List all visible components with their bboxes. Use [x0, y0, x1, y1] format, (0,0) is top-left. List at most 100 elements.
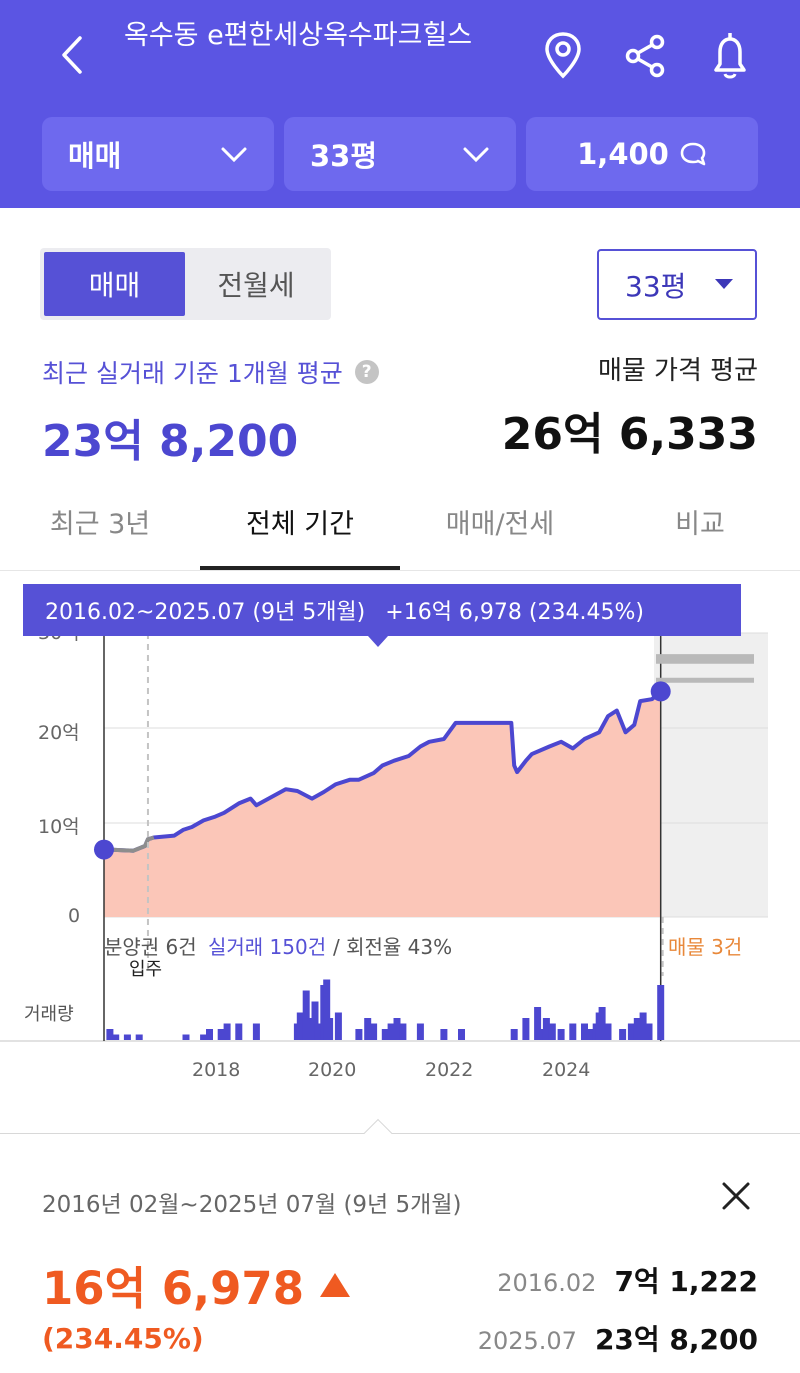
move-in-label: 입주	[129, 959, 163, 980]
period-tooltip: 2016.02~2025.07 (9년 5개월) +16억 6,978 (234…	[23, 584, 741, 636]
volume-bar	[542, 1018, 550, 1040]
app-header: 옥수동 e편한세상옥수파크힐스 매매 33평 1,400	[0, 0, 800, 208]
actual-trade-count: 실거래 150건	[208, 935, 327, 959]
y-tick-label: 10억	[38, 816, 80, 838]
start-date: 2016.02	[497, 1269, 597, 1297]
size-label: 33평	[310, 139, 378, 173]
tab-compare[interactable]: 비교	[675, 509, 725, 540]
volume-bar	[112, 1034, 120, 1040]
detail-period: 2016년 02월~2025년 07월 (9년 5개월)	[42, 1192, 462, 1218]
price-chart[interactable]	[0, 571, 800, 1101]
volume-bar	[223, 1023, 231, 1040]
x-tick-label: 2020	[308, 1059, 357, 1081]
back-icon[interactable]	[52, 30, 92, 80]
chat-bubble-icon	[680, 142, 706, 166]
page-title: 옥수동 e편한세상옥수파크힐스	[124, 20, 473, 51]
divider-pointer	[363, 1118, 393, 1148]
recent-average-label: 최근 실거래 기준 1개월 평균	[42, 359, 343, 388]
size-dropdown[interactable]: 33평	[284, 117, 516, 191]
y-tick-label: 20억	[38, 722, 80, 744]
volume-bar	[311, 1001, 319, 1040]
size-select[interactable]: 33평	[597, 249, 757, 320]
x-tick-label: 2018	[192, 1059, 241, 1081]
volume-bar	[548, 1023, 556, 1040]
section-divider	[0, 1133, 800, 1134]
trade-type-dropdown[interactable]: 매매	[42, 117, 274, 191]
volume-bar	[252, 1023, 260, 1040]
tab-sale-jeonse[interactable]: 매매/전세	[445, 509, 555, 540]
volume-bar	[217, 1029, 225, 1040]
start-price: 7억 1,222	[614, 1265, 758, 1298]
trade-toggle: 매매 전월세	[40, 248, 331, 320]
volume-bar	[586, 1029, 594, 1040]
tab-recent-3y[interactable]: 최근 3년	[49, 509, 151, 540]
end-point	[650, 681, 671, 702]
recent-average-label-row: 최근 실거래 기준 1개월 평균 ?	[42, 354, 379, 390]
volume-bar	[106, 1029, 114, 1040]
recent-average-value: 23억 8,200	[42, 416, 299, 467]
volume-bar	[569, 1023, 577, 1040]
tab-divider	[0, 570, 800, 571]
x-tick-label: 2024	[542, 1059, 591, 1081]
volume-bar	[627, 1023, 635, 1040]
volume-bar	[581, 1023, 588, 1040]
turnover-rate: / 회전율 43%	[333, 935, 453, 959]
volume-bar	[619, 1029, 627, 1040]
tooltip-period: 2016.02~2025.07 (9년 5개월)	[45, 600, 366, 625]
listings-zone	[654, 633, 768, 917]
volume-bar	[534, 1007, 542, 1040]
volume-bar	[326, 1018, 334, 1040]
volume-bar	[510, 1029, 518, 1040]
presale-line	[109, 835, 155, 853]
location-icon[interactable]	[539, 28, 587, 84]
volume-bar	[334, 1012, 342, 1040]
volume-bar	[135, 1034, 143, 1040]
volume-bar	[440, 1029, 448, 1040]
volume-bar	[645, 1023, 653, 1040]
volume-bar	[657, 985, 665, 1040]
comments-button[interactable]: 1,400	[526, 117, 758, 191]
volume-bar	[235, 1023, 243, 1040]
start-price-row: 2016.02 7억 1,222	[497, 1260, 758, 1300]
x-tick-label: 2022	[425, 1059, 474, 1081]
chevron-down-icon	[221, 147, 247, 163]
volume-bar	[604, 1023, 612, 1040]
active-tab-indicator	[200, 566, 400, 570]
bell-icon[interactable]	[706, 28, 754, 84]
volume-bar	[416, 1023, 424, 1040]
tab-all-period[interactable]: 전체 기간	[246, 509, 354, 540]
chart-marks	[94, 633, 754, 1041]
toggle-sale[interactable]: 매매	[44, 252, 185, 316]
volume-bar	[314, 1023, 322, 1040]
volume-bar	[182, 1034, 190, 1040]
detail-change-percent: (234.45%)	[42, 1322, 204, 1355]
listings-count: 매물 3건	[668, 935, 743, 959]
detail-change: 16억 6,978	[42, 1252, 351, 1317]
price-area	[104, 691, 661, 917]
volume-bar	[633, 1018, 641, 1040]
share-icon[interactable]	[621, 28, 669, 84]
end-price: 23억 8,200	[594, 1323, 758, 1356]
comments-count: 1,400	[577, 137, 669, 171]
volume-bar	[381, 1029, 389, 1040]
volume-bar	[206, 1029, 213, 1040]
toggle-rent[interactable]: 전월세	[217, 269, 295, 302]
volume-bar	[458, 1029, 465, 1040]
volume-bar	[387, 1023, 395, 1040]
volume-bar	[639, 1012, 647, 1040]
volume-bar	[296, 1012, 304, 1040]
volume-bar	[598, 1007, 606, 1040]
listing-average-value: 26억 6,333	[501, 409, 758, 460]
volume-bar	[370, 1023, 378, 1040]
listing-average-label: 매물 가격 평균	[597, 356, 758, 386]
y-tick-label: 0	[68, 905, 81, 927]
volume-bar	[200, 1034, 208, 1040]
close-icon[interactable]	[716, 1176, 756, 1216]
volume-bar	[305, 1018, 313, 1040]
volume-bar	[393, 1018, 401, 1040]
tooltip-change: +16억 6,978 (234.45%)	[385, 600, 644, 625]
help-icon[interactable]: ?	[354, 360, 379, 384]
volume-bar	[123, 1034, 131, 1040]
caret-down-icon	[715, 279, 733, 289]
price-line	[109, 689, 663, 853]
